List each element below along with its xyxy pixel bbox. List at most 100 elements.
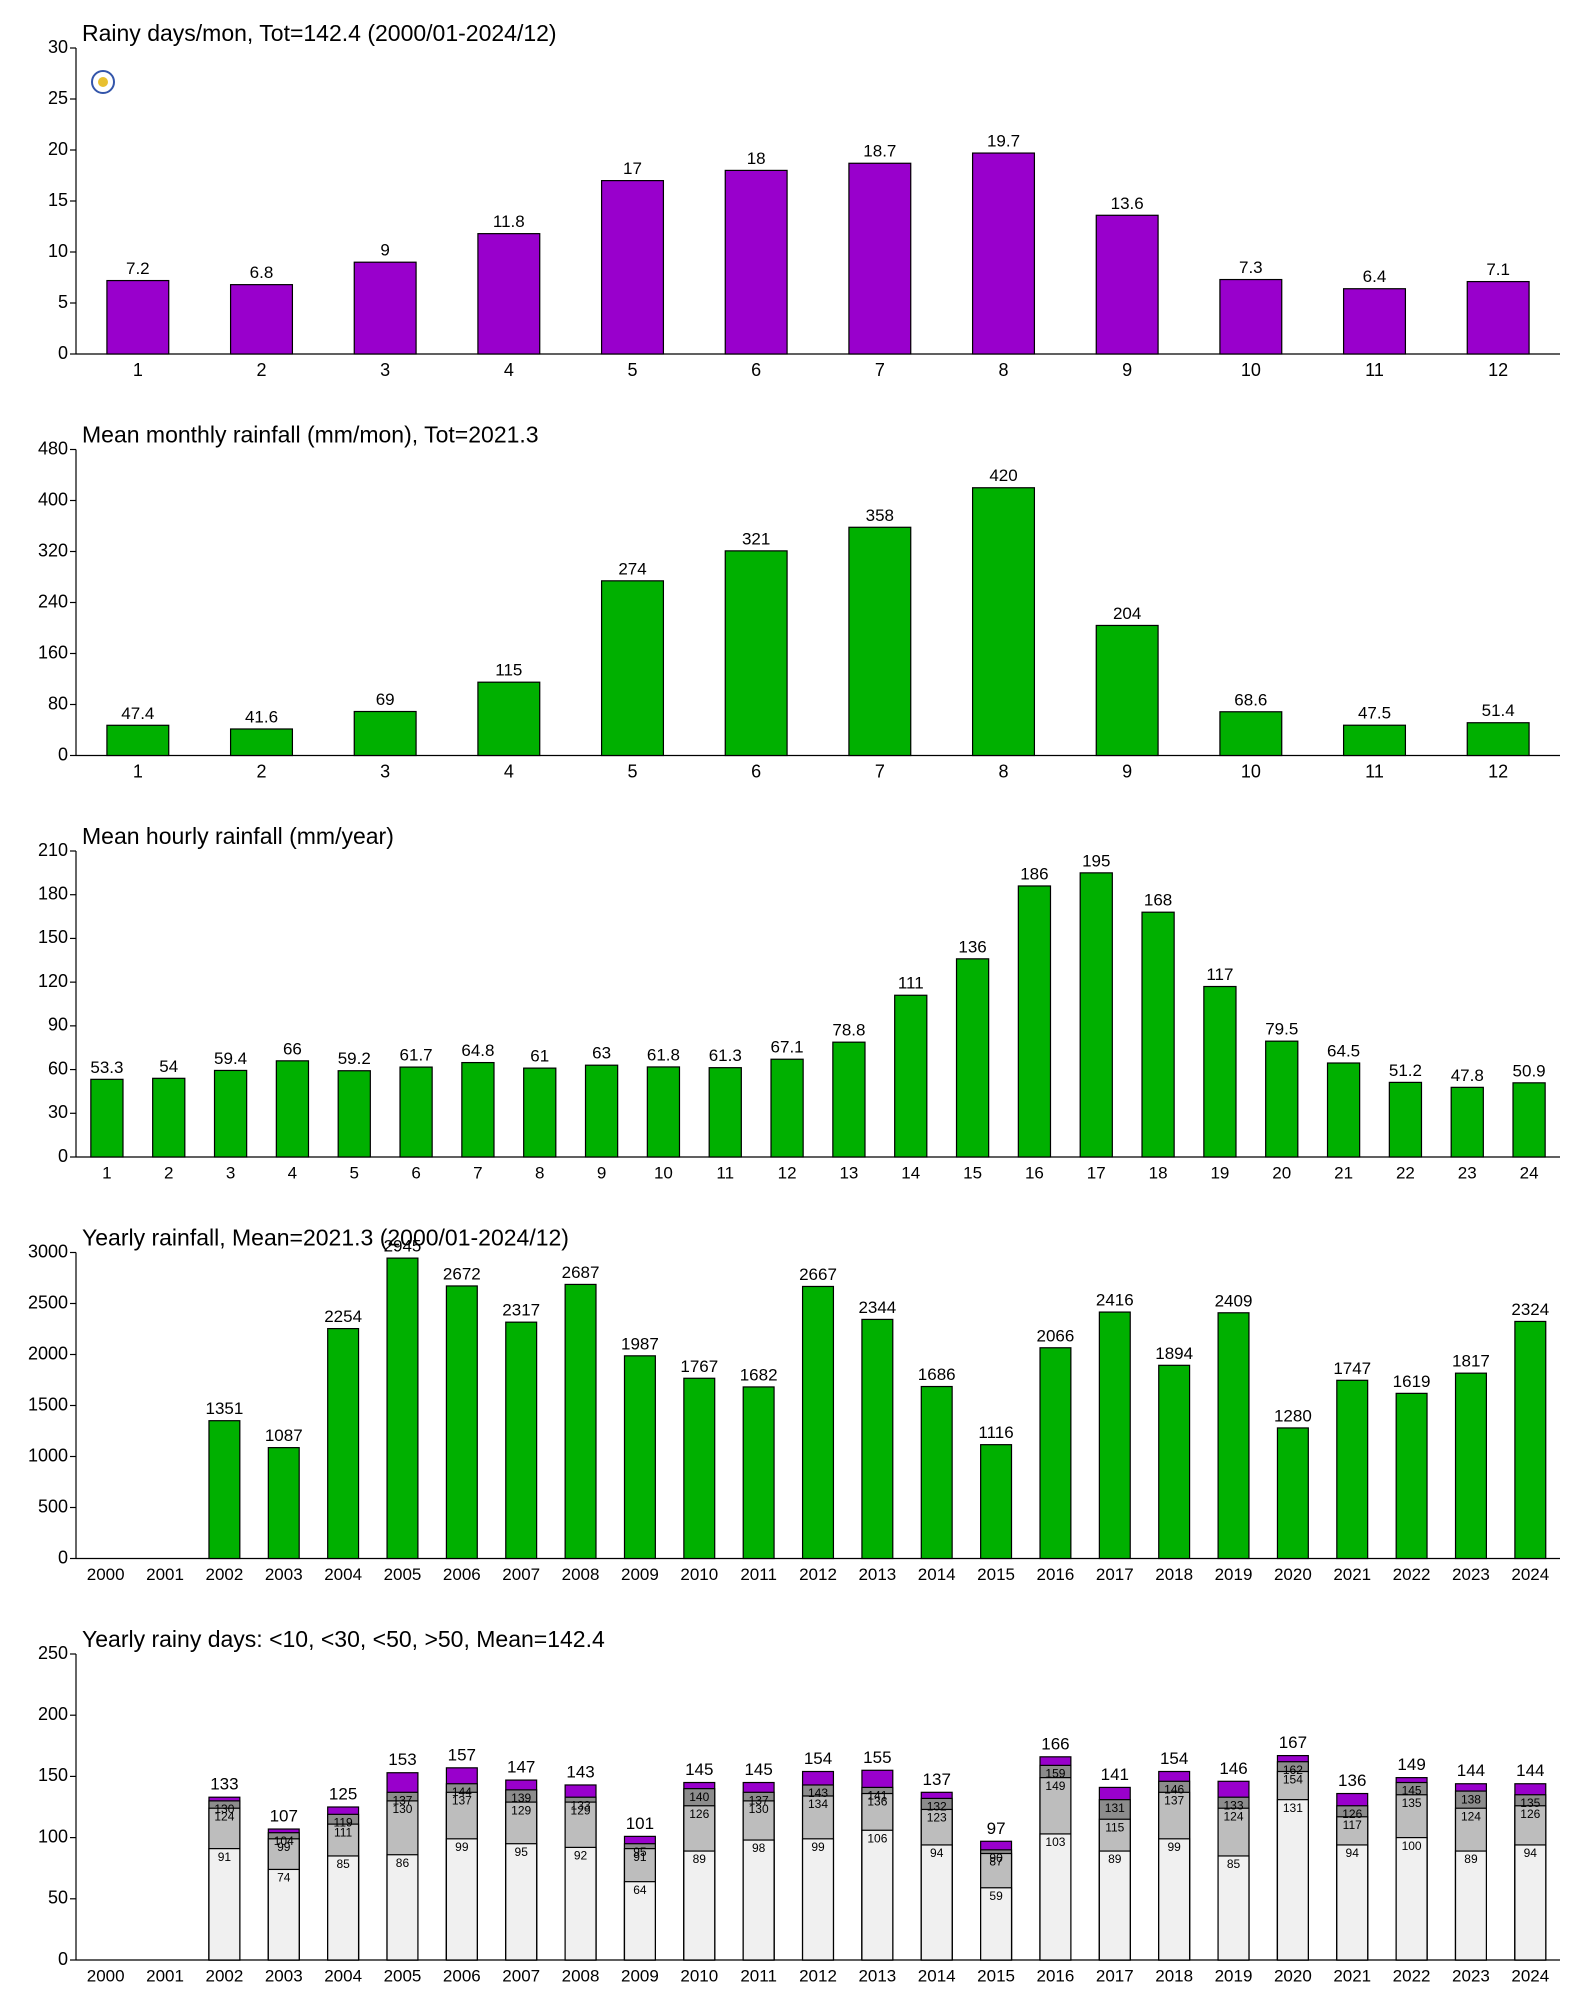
value-label: 134 <box>808 1797 828 1811</box>
value-label: 154 <box>1283 1773 1303 1787</box>
value-label: 137 <box>1164 1793 1184 1807</box>
value-label: 98 <box>752 1841 766 1855</box>
bar <box>327 1327 360 1560</box>
x-tick-label: 2021 <box>1333 1966 1371 1985</box>
value-label: 166 <box>1041 1734 1069 1753</box>
x-tick-label: 4 <box>504 360 514 380</box>
x-tick-label: 1 <box>133 761 143 781</box>
x-tick-label: 11 <box>1365 761 1384 781</box>
value-label: 119 <box>334 1816 353 1830</box>
value-label: 1619 <box>1393 1372 1431 1391</box>
value-label: 9 <box>380 241 389 260</box>
x-tick-label: 2 <box>256 761 266 781</box>
x-tick-label: 2001 <box>146 1966 184 1985</box>
y-tick-label: 150 <box>38 1765 68 1785</box>
value-label: 131 <box>1283 1801 1303 1815</box>
x-tick-label: 2004 <box>324 1565 362 1584</box>
value-label: 149 <box>1397 1755 1425 1774</box>
value-label: 106 <box>867 1831 887 1845</box>
bar <box>724 169 788 355</box>
value-label: 1682 <box>740 1365 778 1384</box>
x-tick-label: 3 <box>380 761 390 781</box>
x-tick-label: 2006 <box>443 1565 481 1584</box>
y-tick-label: 210 <box>38 840 68 860</box>
value-label: 59.4 <box>214 1049 247 1068</box>
bar <box>1395 1392 1428 1560</box>
x-tick-label: 8 <box>535 1163 544 1182</box>
bar <box>1276 1427 1309 1560</box>
x-tick-label: 11 <box>1365 360 1384 380</box>
value-label: 51.2 <box>1389 1061 1422 1080</box>
value-label: 137 <box>749 1793 769 1807</box>
bar <box>1039 1833 1072 1961</box>
value-label: 155 <box>863 1748 891 1767</box>
bar <box>770 1058 804 1158</box>
y-tick-label: 3000 <box>28 1241 68 1261</box>
value-label: 1087 <box>265 1426 303 1445</box>
x-tick-label: 2019 <box>1215 1966 1253 1985</box>
bar <box>106 279 170 355</box>
value-label: 157 <box>448 1745 476 1764</box>
x-tick-label: 2002 <box>205 1966 243 1985</box>
value-label: 139 <box>511 1791 531 1805</box>
x-tick-label: 2014 <box>918 1565 956 1584</box>
bar <box>229 728 294 757</box>
value-label: 100 <box>1402 1839 1422 1853</box>
bar <box>353 261 417 355</box>
value-label: 2344 <box>858 1298 896 1317</box>
bar <box>1158 1838 1191 1961</box>
bar <box>1203 985 1237 1158</box>
x-tick-label: 2001 <box>146 1565 184 1584</box>
x-tick-label: 11 <box>716 1163 734 1182</box>
bar <box>1095 214 1159 355</box>
bar <box>1454 1372 1487 1560</box>
value-label: 132 <box>927 1800 947 1814</box>
bar <box>213 1069 248 1158</box>
value-label: 141 <box>867 1789 887 1803</box>
value-label: 135 <box>1402 1796 1422 1810</box>
bar <box>848 526 912 757</box>
value-label: 2066 <box>1037 1326 1075 1345</box>
value-label: 145 <box>685 1760 713 1779</box>
bar <box>623 1355 656 1560</box>
bar <box>1219 711 1283 757</box>
value-label: 50.9 <box>1513 1061 1546 1080</box>
value-label: 159 <box>1045 1767 1065 1781</box>
value-label: 69 <box>376 690 395 709</box>
x-tick-label: 21 <box>1334 1163 1353 1182</box>
value-label: 129 <box>511 1803 531 1817</box>
chart-title: Rainy days/mon, Tot=142.4 (2000/01-2024/… <box>82 20 557 46</box>
value-label: 135 <box>1520 1796 1540 1810</box>
y-tick-label: 150 <box>38 927 68 947</box>
value-label: 136 <box>958 937 986 956</box>
x-tick-label: 2007 <box>502 1966 540 1985</box>
value-label: 97 <box>987 1819 1006 1838</box>
value-label: 420 <box>989 466 1017 485</box>
value-label: 140 <box>689 1790 709 1804</box>
bar <box>1336 1844 1369 1961</box>
x-tick-label: 2009 <box>621 1565 659 1584</box>
bar <box>1265 1040 1299 1158</box>
x-tick-label: 2018 <box>1155 1966 1193 1985</box>
value-label: 144 <box>1516 1761 1544 1780</box>
value-label: 124 <box>214 1809 234 1823</box>
value-label: 89 <box>1108 1852 1122 1866</box>
x-tick-label: 7 <box>875 761 885 781</box>
x-tick-label: 2011 <box>740 1966 777 1985</box>
x-tick-label: 2023 <box>1452 1966 1490 1985</box>
value-label: 137 <box>923 1770 951 1789</box>
value-label: 107 <box>270 1807 298 1826</box>
value-label: 99 <box>811 1840 825 1854</box>
bar <box>564 1283 597 1560</box>
value-label: 145 <box>744 1760 772 1779</box>
x-tick-label: 9 <box>1122 761 1132 781</box>
value-label: 92 <box>574 1849 588 1863</box>
bar <box>461 1061 495 1158</box>
y-tick-label: 60 <box>48 1058 68 1078</box>
value-label: 2667 <box>799 1265 837 1284</box>
value-label: 2324 <box>1511 1300 1549 1319</box>
value-label: 47.5 <box>1358 704 1391 723</box>
x-tick-label: 22 <box>1396 1163 1415 1182</box>
value-label: 126 <box>1520 1807 1540 1821</box>
bar <box>1095 624 1159 757</box>
